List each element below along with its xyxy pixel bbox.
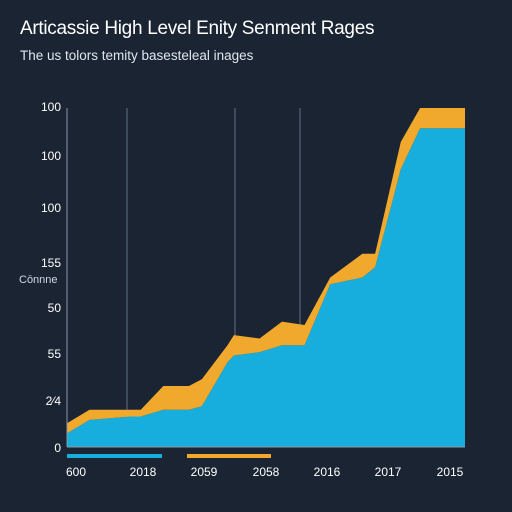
area-series-1 [67,128,465,448]
y-tick-label: 100 [41,100,61,114]
y-tick-label: 50 [48,301,62,315]
y-tick-label: 100 [41,201,61,215]
x-tick-label: 2018 [130,465,157,479]
chart-title: Articassie High Level Enity Senment Rage… [20,18,375,39]
y-tick-label: 2⁄4 [46,394,62,408]
chart-subtitle: The us tolors temity basesteleal inages [20,48,254,63]
x-tick-label: 2058 [253,465,280,479]
y-tick-label: 155 [41,256,61,270]
y-axis-label: Cōnnne [19,274,58,286]
legend-swatch-series-2 [187,454,271,458]
x-tick-label: 600 [66,465,86,479]
y-tick-label: 100 [41,149,61,163]
legend-swatch-series-1 [67,454,162,458]
y-tick-label: 55 [48,347,62,361]
x-tick-label: 2017 [375,465,402,479]
x-tick-label: 2016 [314,465,341,479]
y-tick-label: 0 [54,441,61,455]
x-tick-label: 2059 [191,465,218,479]
x-tick-label: 2015 [437,465,464,479]
